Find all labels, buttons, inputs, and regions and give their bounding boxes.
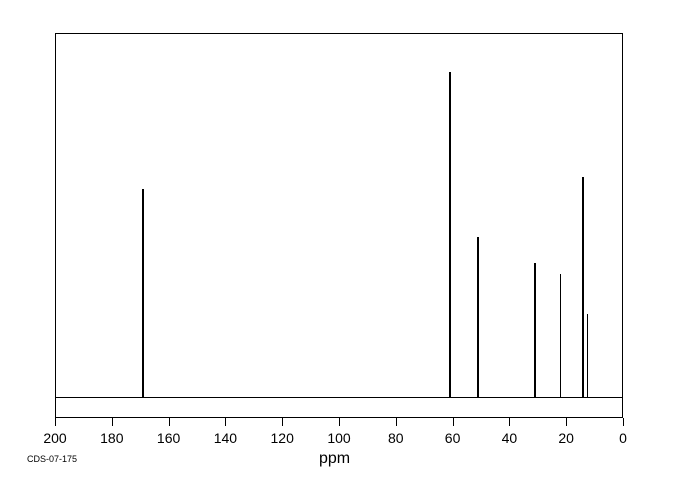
peak	[560, 274, 562, 397]
x-tick	[339, 418, 340, 426]
peak	[587, 314, 589, 397]
x-tick-label: 20	[558, 430, 574, 446]
x-tick	[396, 418, 397, 426]
x-tick-label: 120	[271, 430, 294, 446]
x-tick	[453, 418, 454, 426]
x-tick-label: 160	[157, 430, 180, 446]
x-tick-label: 80	[388, 430, 404, 446]
peak	[582, 177, 584, 397]
baseline	[55, 397, 623, 398]
x-tick	[282, 418, 283, 426]
x-tick-label: 60	[445, 430, 461, 446]
x-tick	[169, 418, 170, 426]
peak	[449, 72, 451, 397]
x-tick-label: 140	[214, 430, 237, 446]
x-tick	[509, 418, 510, 426]
x-tick	[112, 418, 113, 426]
x-tick-label: 0	[619, 430, 627, 446]
peak	[534, 263, 536, 397]
x-tick	[623, 418, 624, 426]
x-tick	[225, 418, 226, 426]
peak	[477, 237, 479, 397]
x-tick-label: 100	[327, 430, 350, 446]
x-axis-label: ppm	[319, 450, 350, 468]
x-tick-label: 200	[43, 430, 66, 446]
chart-container: 200180160140120100806040200 ppm CDS-07-1…	[0, 0, 680, 500]
x-tick-label: 180	[100, 430, 123, 446]
peak	[142, 189, 144, 397]
x-tick	[566, 418, 567, 426]
x-tick	[55, 418, 56, 426]
sample-id-label: CDS-07-175	[27, 454, 77, 464]
plot-area	[55, 33, 623, 418]
x-tick-label: 40	[502, 430, 518, 446]
